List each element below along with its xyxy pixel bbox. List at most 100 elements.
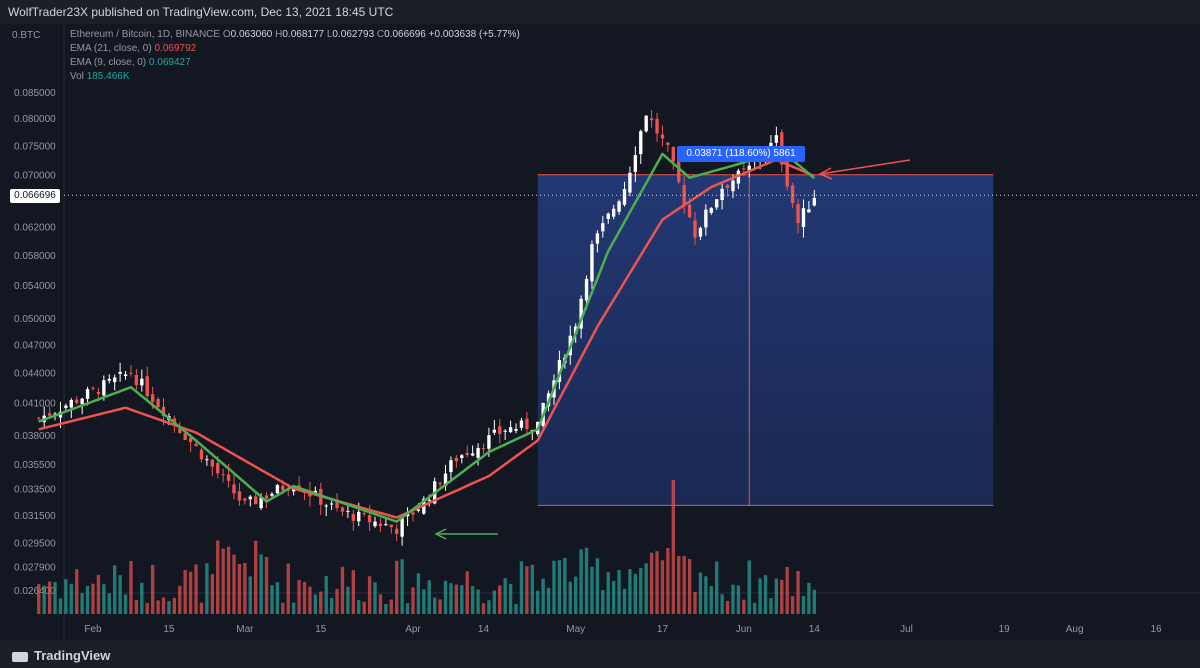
volume-bar xyxy=(384,603,388,614)
candle-body xyxy=(742,168,746,170)
candle-body xyxy=(617,201,621,212)
candle-body xyxy=(357,511,361,522)
volume-bar xyxy=(752,602,757,614)
candle-body xyxy=(454,457,459,462)
candle-body xyxy=(367,515,372,523)
candle-body xyxy=(275,484,280,494)
volume-bar xyxy=(313,594,318,614)
volume-bar xyxy=(465,571,469,614)
volume-bar xyxy=(449,583,453,614)
legend-close: 0.066696 xyxy=(384,29,426,40)
candle-body xyxy=(183,433,187,440)
volume-bar xyxy=(530,564,534,614)
legend-symbol: Ethereum / Bitcoin, 1D, BINANCE xyxy=(70,29,221,40)
candle-body xyxy=(281,485,285,491)
footer-bar xyxy=(0,640,1200,668)
legend-ema9-value: 0.069427 xyxy=(148,57,191,68)
volume-bar xyxy=(53,582,57,614)
volume-bar xyxy=(281,602,285,614)
time-tick-label: 17 xyxy=(657,624,669,635)
volume-bar xyxy=(731,584,735,614)
candle-body xyxy=(416,509,421,511)
volume-bar xyxy=(75,569,79,614)
candle-body xyxy=(715,199,719,208)
candle-body xyxy=(584,278,589,301)
volume-bar xyxy=(633,573,638,614)
price-tick-label: 0.075000 xyxy=(14,141,56,152)
volume-bar xyxy=(481,603,486,614)
volume-bar xyxy=(677,556,681,614)
tradingview-logo: TradingView xyxy=(12,648,110,663)
volume-bar xyxy=(216,540,220,614)
candle-body xyxy=(579,298,583,329)
volume-bar xyxy=(584,547,589,614)
candle-body xyxy=(508,427,513,433)
volume-bar xyxy=(400,559,404,614)
candle-body xyxy=(259,497,263,509)
volume-bar xyxy=(693,591,697,614)
volume-bar xyxy=(232,554,236,614)
red-arrow-shaft xyxy=(819,159,911,175)
candle-body xyxy=(687,204,692,218)
candle-body xyxy=(492,429,497,433)
legend-volume-row: Vol 185.466K xyxy=(70,70,520,84)
volume-bar xyxy=(156,600,160,614)
candle-body xyxy=(709,208,713,213)
candle-body xyxy=(465,452,469,456)
candle-body xyxy=(373,521,377,527)
candle-body xyxy=(243,498,247,501)
candle-body xyxy=(443,473,448,486)
volume-bar xyxy=(622,588,627,614)
volume-bar xyxy=(790,596,795,614)
legend-low-key: L xyxy=(326,29,333,40)
candle-body xyxy=(194,443,198,446)
candle-body xyxy=(362,513,366,515)
volume-bar xyxy=(324,576,328,614)
candle-body xyxy=(389,524,393,528)
candle-body xyxy=(812,197,817,206)
volume-bar xyxy=(416,573,421,614)
volume-bar xyxy=(264,557,269,614)
ema9-line xyxy=(38,149,816,523)
volume-bar xyxy=(389,599,393,614)
tradingview-logo-text: TradingView xyxy=(34,648,111,663)
candle-body xyxy=(790,185,795,204)
volume-bar xyxy=(150,564,155,614)
volume-bar xyxy=(476,589,480,614)
candle-body xyxy=(69,399,73,408)
legend-high-key: H xyxy=(275,29,283,40)
volume-bar xyxy=(536,590,540,614)
volume-bar xyxy=(297,579,301,614)
volume-bar xyxy=(796,570,800,614)
candle-body xyxy=(666,142,670,145)
price-tick-label: 0.044000 xyxy=(14,368,56,379)
candle-body xyxy=(514,429,518,431)
volume-bar xyxy=(118,575,122,614)
price-tick-label: 0.026400 xyxy=(14,586,56,597)
volume-bar xyxy=(606,572,610,614)
volume-bar xyxy=(492,590,497,614)
volume-bar xyxy=(611,581,616,614)
volume-bar xyxy=(199,602,204,614)
price-chart[interactable]: 0.026400 0.027900 0.029500 0.031500 0.033500… xyxy=(0,24,1200,640)
candle-body xyxy=(140,378,144,386)
legend-ema21-value: 0.069792 xyxy=(154,43,197,54)
candle-body xyxy=(75,399,79,403)
candle-body xyxy=(698,227,703,237)
volume-bar xyxy=(248,576,252,614)
volume-bar xyxy=(237,564,242,614)
candle-body xyxy=(736,170,741,184)
candle-body xyxy=(123,374,128,376)
candle-body xyxy=(96,391,101,394)
volume-bar xyxy=(525,566,529,614)
legend-ema9-row: EMA (9, close, 0) 0.069427 xyxy=(70,56,520,70)
candle-body xyxy=(525,418,529,429)
measure-tool-label[interactable]: 0.03871 (118.60%) 5861 xyxy=(677,146,805,162)
volume-bar xyxy=(64,579,68,614)
volume-bar xyxy=(725,600,730,614)
candle-body xyxy=(237,491,242,501)
volume-bar xyxy=(107,593,111,614)
candle-body xyxy=(660,134,665,139)
volume-bar xyxy=(747,560,751,614)
candle-body xyxy=(64,405,68,408)
